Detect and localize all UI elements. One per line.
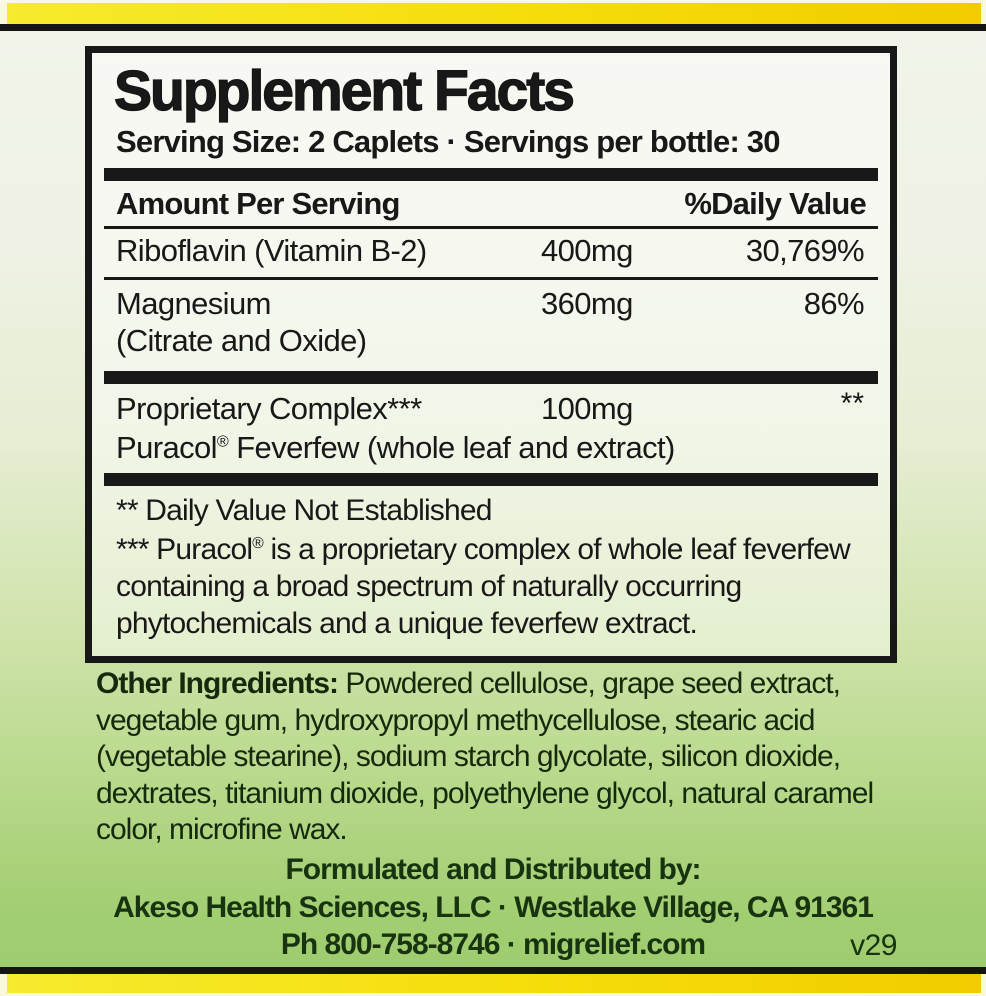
top-yellow-band: [7, 3, 981, 24]
version-code: v29: [850, 929, 897, 962]
nutrient-row-riboflavin: Riboflavin (Vitamin B-2) 400mg 30,769%: [116, 229, 866, 277]
bottom-edge-strip: [0, 974, 986, 996]
registered-trademark-symbol: ®: [216, 432, 229, 451]
nutrient-amount: 100mg: [541, 391, 633, 426]
nutrient-name: Riboflavin (Vitamin B-2): [116, 233, 427, 268]
footnote-text: Daily Value Not Established: [145, 494, 492, 527]
other-ingredients-label: Other Ingredients:: [96, 667, 339, 700]
top-black-rule: [0, 24, 986, 31]
bottom-black-rule: [0, 967, 986, 974]
nutrient-daily-value: **: [840, 387, 864, 420]
nutrient-detail: (Citrate and Oxide): [116, 323, 367, 358]
registered-trademark-symbol: ®: [252, 535, 263, 552]
thin-separator-1: [104, 226, 878, 229]
bottom-yellow-band: [7, 974, 981, 993]
table-header-row: Amount Per Serving %Daily Value: [116, 181, 867, 226]
nutrient-row-magnesium: Magnesium 360mg 86% (Citrate and Oxide): [116, 280, 866, 371]
thick-separator-1: [104, 168, 878, 181]
nutrient-detail: Puracol® Feverfew (whole leaf and extrac…: [116, 428, 866, 467]
puracol-detail-rest: Feverfew (whole leaf and extract): [236, 430, 675, 465]
serving-size-line: Serving Size: 2 Caplets · Servings per b…: [116, 124, 780, 159]
daily-value-header: %Daily Value: [684, 186, 866, 221]
distributor-block: Formulated and Distributed by: Akeso Hea…: [40, 851, 946, 964]
nutrient-daily-value: 86%: [803, 286, 865, 321]
footnote-marker: ***: [116, 533, 149, 566]
puracol-word: Puracol: [156, 533, 253, 566]
nutrient-amount: 360mg: [541, 286, 633, 321]
top-edge-strip: [0, 0, 986, 24]
company-address-line: Akeso Health Sciences, LLC · Westlake Vi…: [113, 890, 874, 924]
nutrient-name: Proprietary Complex***: [116, 391, 422, 426]
nutrient-name: Magnesium: [116, 286, 271, 321]
nutrient-daily-value: 30,769%: [745, 233, 865, 268]
nutrient-row-proprietary-complex: Proprietary Complex*** 100mg ** Puracol®…: [116, 384, 866, 473]
panel-title: Supplement Facts: [113, 59, 575, 123]
footnote-puracol: *** Puracol® is a proprietary complex of…: [116, 531, 866, 642]
supplement-facts-panel: Supplement Facts Serving Size: 2 Caplets…: [85, 46, 897, 663]
footnote-text: is a proprietary complex of whole leaf f…: [116, 533, 851, 640]
nutrient-amount: 400mg: [541, 233, 633, 268]
footnote-daily-value: ** Daily Value Not Established: [116, 492, 866, 529]
puracol-word: Puracol: [116, 430, 218, 465]
thick-separator-3: [104, 473, 878, 486]
thick-separator-2: [104, 371, 878, 384]
amount-per-serving-header: Amount Per Serving: [116, 186, 400, 221]
formulated-by-line: Formulated and Distributed by:: [285, 853, 701, 886]
thin-separator-2: [104, 277, 878, 280]
footnote-marker: **: [116, 494, 139, 527]
other-ingredients-paragraph: Other Ingredients: Powdered cellulose, g…: [96, 666, 900, 849]
other-ingredients-text: Powdered cellulose, grape seed extract, …: [96, 667, 874, 846]
phone-website-line: Ph 800-758-8746 · migrelief.com: [280, 928, 706, 961]
